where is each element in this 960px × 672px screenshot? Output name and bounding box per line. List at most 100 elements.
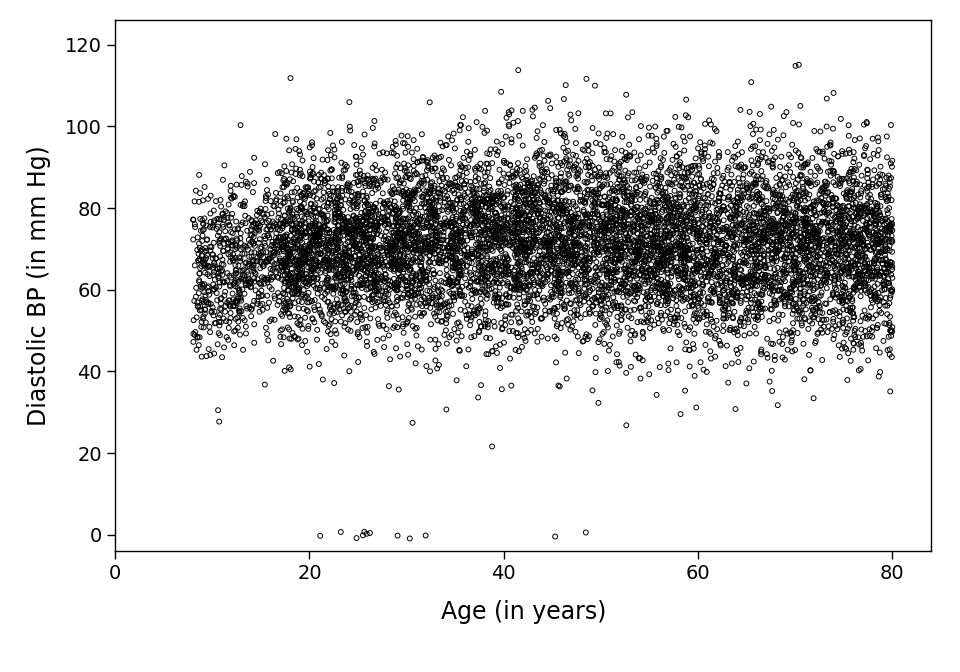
Point [342, 366, 357, 376]
Point [767, 222, 782, 233]
Point [296, 249, 311, 259]
Point [528, 206, 543, 216]
Point [852, 280, 867, 291]
Point [727, 210, 742, 221]
Point [640, 312, 656, 323]
Point [562, 161, 577, 171]
Point [581, 140, 596, 151]
Point [786, 278, 802, 288]
Point [792, 191, 807, 202]
Point [741, 243, 756, 254]
Point [392, 207, 407, 218]
Point [281, 207, 297, 218]
Point [793, 171, 808, 181]
Point [626, 281, 641, 292]
Point [578, 267, 593, 278]
Point [662, 210, 678, 220]
Point [724, 228, 739, 239]
Point [274, 260, 289, 271]
Point [394, 235, 409, 246]
Point [454, 236, 469, 247]
Point [325, 182, 341, 193]
Point [791, 274, 806, 285]
Point [630, 292, 645, 302]
Point [592, 230, 608, 241]
Point [883, 158, 899, 169]
Point [429, 236, 444, 247]
Point [252, 234, 268, 245]
Point [212, 303, 228, 314]
Point [775, 310, 790, 321]
Point [852, 199, 868, 210]
Point [559, 373, 574, 384]
Point [646, 226, 661, 237]
Point [651, 217, 666, 228]
Point [846, 338, 861, 349]
Point [767, 187, 782, 198]
Point [545, 217, 561, 228]
Point [838, 257, 853, 268]
Point [793, 228, 808, 239]
Point [852, 339, 867, 349]
Point [800, 280, 815, 291]
Point [739, 180, 755, 191]
Point [727, 195, 742, 206]
Point [408, 269, 423, 280]
Point [756, 146, 771, 157]
Point [459, 175, 474, 186]
Point [600, 194, 615, 205]
Point [867, 266, 882, 277]
Point [864, 206, 879, 217]
Point [842, 245, 857, 256]
Point [697, 144, 712, 155]
Point [385, 208, 400, 219]
Point [350, 259, 366, 270]
Point [252, 207, 267, 218]
Point [620, 296, 636, 307]
Point [424, 290, 440, 300]
Point [263, 263, 278, 274]
Point [512, 278, 527, 289]
Point [655, 248, 670, 259]
Point [283, 240, 299, 251]
Point [593, 218, 609, 229]
Point [426, 194, 442, 205]
Point [452, 237, 468, 248]
Point [756, 250, 772, 261]
Point [770, 134, 785, 145]
Point [674, 177, 689, 188]
Point [742, 229, 757, 240]
Point [660, 245, 676, 256]
Point [367, 278, 382, 289]
Point [375, 320, 391, 331]
Point [465, 204, 480, 214]
Point [354, 262, 370, 273]
Point [565, 226, 581, 237]
Point [465, 194, 480, 204]
Point [204, 302, 220, 312]
Point [320, 296, 335, 307]
Point [380, 275, 396, 286]
Point [547, 331, 563, 342]
Point [572, 230, 588, 241]
Point [645, 210, 660, 220]
Point [731, 185, 746, 196]
Point [835, 314, 851, 325]
Point [468, 192, 483, 203]
Point [690, 224, 706, 235]
Point [376, 292, 392, 302]
Point [264, 256, 279, 267]
Point [776, 235, 791, 245]
Point [469, 220, 485, 230]
Point [830, 208, 846, 219]
Point [720, 165, 735, 175]
Point [288, 163, 303, 174]
Point [497, 212, 513, 223]
Point [728, 222, 743, 233]
Point [346, 224, 361, 235]
Point [544, 203, 560, 214]
Point [649, 219, 664, 230]
Point [741, 271, 756, 282]
Point [368, 220, 383, 231]
Point [650, 282, 665, 293]
